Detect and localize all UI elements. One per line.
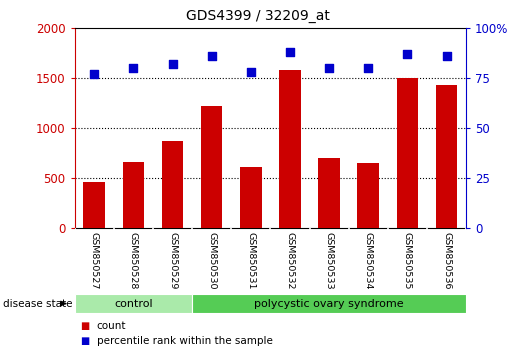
Bar: [318, 158, 340, 228]
Text: polycystic ovary syndrome: polycystic ovary syndrome: [254, 298, 404, 309]
Text: disease state: disease state: [3, 298, 72, 309]
Point: [90, 72, 98, 77]
Point: [247, 69, 255, 75]
Point: [442, 53, 451, 59]
Point: [325, 65, 333, 71]
Text: ■: ■: [80, 336, 89, 346]
Bar: [397, 78, 418, 228]
Point: [129, 65, 138, 71]
Text: GSM850530: GSM850530: [207, 232, 216, 290]
Text: GSM850527: GSM850527: [90, 232, 99, 290]
Text: GSM850536: GSM850536: [442, 232, 451, 290]
Text: GSM850535: GSM850535: [403, 232, 412, 290]
Point: [168, 62, 177, 67]
Bar: [436, 85, 457, 228]
Bar: [357, 163, 379, 228]
Bar: [279, 70, 301, 228]
Bar: [192, 294, 466, 313]
Text: GSM850534: GSM850534: [364, 232, 373, 290]
Bar: [201, 106, 222, 228]
Text: GSM850532: GSM850532: [285, 232, 295, 290]
Text: GSM850533: GSM850533: [324, 232, 334, 290]
Point: [364, 65, 372, 71]
Point: [403, 51, 411, 57]
Text: percentile rank within the sample: percentile rank within the sample: [97, 336, 273, 346]
Text: GDS4399 / 32209_at: GDS4399 / 32209_at: [185, 9, 330, 23]
Text: control: control: [114, 298, 152, 309]
Bar: [240, 167, 262, 228]
Point: [286, 50, 294, 55]
Bar: [83, 182, 105, 228]
Text: GSM850529: GSM850529: [168, 232, 177, 290]
Text: GSM850531: GSM850531: [246, 232, 255, 290]
Bar: [162, 141, 183, 228]
Point: [208, 53, 216, 59]
Text: ■: ■: [80, 321, 89, 331]
Bar: [123, 162, 144, 228]
Text: GSM850528: GSM850528: [129, 232, 138, 290]
Bar: [75, 294, 192, 313]
Text: count: count: [97, 321, 126, 331]
